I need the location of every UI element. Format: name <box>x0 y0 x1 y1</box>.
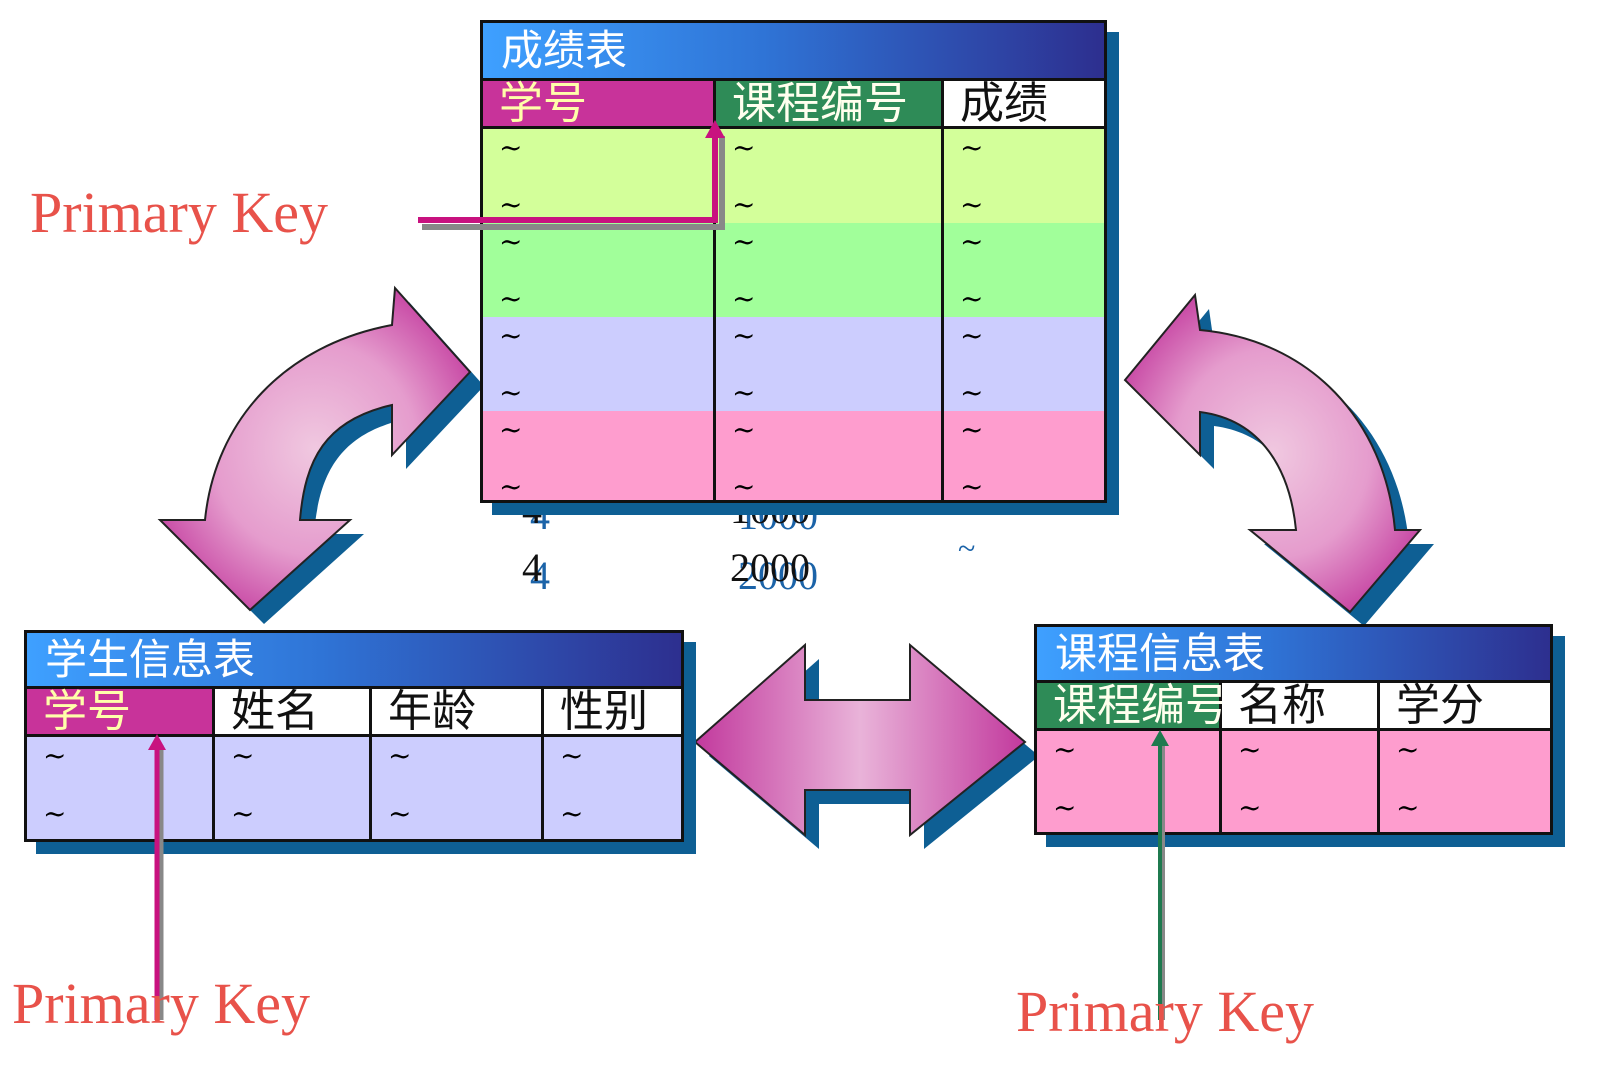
student-table-cell: ~ <box>560 739 584 772</box>
student-col-name: 姓名 <box>215 689 372 737</box>
score-table-cell: ~ <box>960 131 984 164</box>
score-table-cell: ~ <box>732 225 756 258</box>
score-table-cell: ~ <box>960 319 984 352</box>
score-table-title: 成绩表 <box>483 23 1104 81</box>
score-table-cell: ~ <box>960 188 984 221</box>
overflow-ghost-course-2: 2000 <box>738 553 818 598</box>
score-col-course-id: 课程编号 <box>716 81 944 129</box>
student-col-divider-1 <box>212 737 215 839</box>
student-table-cell: ~ <box>388 797 412 830</box>
course-table-cell: ~ <box>1396 733 1420 766</box>
student-table-cell: ~ <box>388 739 412 772</box>
score-table-cell: ~ <box>960 470 984 503</box>
score-col-student-id: 学号 <box>483 81 716 129</box>
left-curved-arrow <box>157 285 484 624</box>
student-col-divider-2 <box>369 737 372 839</box>
course-table-cell: ~ <box>1053 733 1077 766</box>
score-table-cell: ~ <box>499 188 523 221</box>
student-table-title: 学生信息表 <box>27 633 681 689</box>
course-table-cell: ~ <box>1238 733 1262 766</box>
course-table-cell: ~ <box>1238 791 1262 824</box>
student-table-cell: ~ <box>43 739 67 772</box>
score-table-cell: ~ <box>499 413 523 446</box>
score-table-cell: ~ <box>732 470 756 503</box>
score-table-cell: ~ <box>732 413 756 446</box>
score-table-cell: ~ <box>960 225 984 258</box>
score-table-cell: ~ <box>732 376 756 409</box>
score-table-cell: ~ <box>732 188 756 221</box>
score-table-cell: ~ <box>732 319 756 352</box>
score-table-cell: ~ <box>960 376 984 409</box>
course-table-cell: ~ <box>1396 791 1420 824</box>
student-col-age: 年龄 <box>372 689 544 737</box>
course-col-course-id: 课程编号 <box>1037 683 1229 731</box>
score-table-cell: ~ <box>960 282 984 315</box>
primary-key-label-student: Primary Key <box>12 971 310 1036</box>
overflow-id-2: 4 <box>522 545 542 590</box>
score-table-cell: ~ <box>499 282 523 315</box>
score-table-cell: ~ <box>960 413 984 446</box>
score-band-2 <box>483 223 1104 317</box>
right-curved-arrow <box>1123 292 1434 626</box>
overflow-score-2: ~ <box>958 530 976 566</box>
overflow-course-2: 2000 <box>730 545 810 590</box>
student-col-divider-3 <box>541 737 544 839</box>
score-band-4 <box>483 411 1104 500</box>
course-table-title: 课程信息表 <box>1037 627 1550 683</box>
overflow-ghost-id-2: 4 <box>530 553 550 598</box>
student-table-cell: ~ <box>231 739 255 772</box>
middle-double-arrow <box>693 642 1039 849</box>
student-col-student-id: 学号 <box>27 689 215 737</box>
score-col-divider-2 <box>941 129 944 500</box>
course-col-name: 名称 <box>1222 683 1380 731</box>
score-col-score: 成绩 <box>944 81 1104 129</box>
score-table-cell: ~ <box>499 470 523 503</box>
student-col-gender: 性别 <box>544 689 681 737</box>
score-band-3 <box>483 317 1104 411</box>
score-table-cell: ~ <box>732 131 756 164</box>
student-table-cell: ~ <box>43 797 67 830</box>
course-col-divider-1 <box>1219 731 1222 832</box>
score-table-cell: ~ <box>499 319 523 352</box>
score-table-cell: ~ <box>732 282 756 315</box>
student-table-cell: ~ <box>231 797 255 830</box>
score-band-1 <box>483 129 1104 223</box>
score-col-divider-1 <box>713 129 716 500</box>
primary-key-label-score: Primary Key <box>30 180 328 245</box>
course-col-credit: 学分 <box>1380 683 1550 731</box>
score-table-cell: ~ <box>499 131 523 164</box>
score-table-cell: ~ <box>499 376 523 409</box>
course-col-divider-2 <box>1377 731 1380 832</box>
score-table-cell: ~ <box>499 225 523 258</box>
primary-key-label-course: Primary Key <box>1016 979 1314 1044</box>
course-table-cell: ~ <box>1053 791 1077 824</box>
student-table-cell: ~ <box>560 797 584 830</box>
